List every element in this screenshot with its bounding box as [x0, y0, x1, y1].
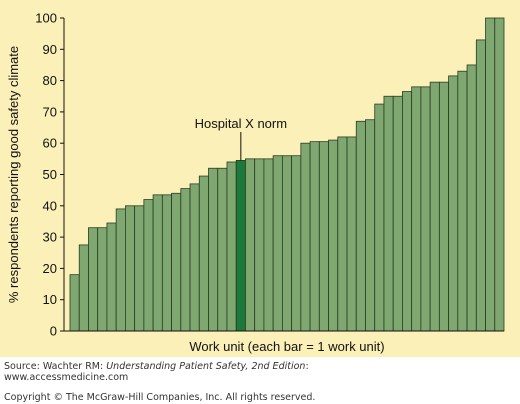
bar [263, 158, 274, 332]
y-tick-label: 30 [43, 230, 57, 245]
bar [69, 274, 80, 332]
bar [300, 142, 311, 332]
bar [97, 227, 108, 332]
bar [272, 155, 283, 332]
bar-highlighted [235, 160, 246, 332]
x-axis-label: Work unit (each bar = 1 work unit) [189, 339, 384, 354]
y-tick-label: 100 [35, 11, 57, 26]
bar [217, 167, 228, 332]
y-tick-label: 50 [43, 167, 57, 182]
bar [309, 141, 320, 332]
bar [106, 222, 117, 332]
bar [189, 183, 200, 332]
bar [457, 70, 468, 332]
bar [485, 17, 496, 332]
bar [134, 205, 145, 332]
y-tick-label: 80 [43, 73, 57, 88]
bar [466, 64, 477, 332]
bar [180, 188, 191, 332]
source-title: Understanding Patient Safety, 2nd Editio… [106, 361, 306, 372]
source-suffix: : [305, 361, 309, 372]
annotation: Hospital X norm [195, 116, 287, 161]
bar [383, 95, 394, 332]
bar [328, 139, 339, 332]
bar [475, 39, 486, 332]
y-tick-label: 20 [43, 261, 57, 276]
y-axis-label: % respondents reporting good safety clim… [6, 46, 21, 303]
y-tick-label: 60 [43, 136, 57, 151]
bar [355, 120, 366, 332]
y-tick-label: 70 [43, 104, 57, 119]
bar [198, 175, 209, 332]
source-url: www.accessmedicine.com [4, 372, 129, 383]
bar-chart: 0 10 20 30 40 50 60 70 80 90 100 Hospital X norm W… [6, 11, 505, 354]
bar [374, 103, 385, 332]
bar [318, 141, 329, 332]
bar [161, 194, 172, 332]
bar [208, 167, 219, 332]
bar [254, 158, 265, 332]
bar [291, 155, 302, 332]
source-prefix: Source: Wachter RM: [4, 361, 107, 372]
bar [392, 95, 403, 332]
y-axis-ticks: 0 10 20 30 40 50 60 70 80 90 100 [35, 11, 64, 339]
bar [494, 17, 505, 332]
bar [365, 119, 376, 332]
bar [245, 158, 256, 332]
bar [429, 81, 440, 332]
copyright-notice: Copyright © The McGraw-Hill Companies, I… [4, 392, 316, 403]
bar [78, 244, 89, 332]
bar [171, 192, 182, 332]
bar [337, 136, 348, 332]
bars [69, 17, 505, 332]
y-tick-label: 10 [43, 292, 57, 307]
bar [402, 91, 413, 332]
bar [438, 81, 449, 332]
bar [420, 86, 431, 332]
bar [226, 161, 237, 332]
source-caption: Source: Wachter RM: Understanding Patien… [4, 361, 516, 383]
bar [152, 194, 163, 332]
y-tick-label: 40 [43, 198, 57, 213]
annotation-label: Hospital X norm [195, 116, 287, 131]
bar [143, 199, 154, 332]
bar [88, 227, 99, 332]
bar [115, 208, 126, 332]
y-tick-label: 0 [50, 324, 57, 339]
bar [281, 155, 293, 332]
bar [411, 86, 422, 332]
bar [125, 205, 136, 332]
chart-panel: 0 10 20 30 40 50 60 70 80 90 100 Hospital X norm W… [0, 0, 520, 357]
bar [346, 136, 357, 332]
y-tick-label: 90 [43, 42, 57, 57]
bar [448, 75, 459, 332]
